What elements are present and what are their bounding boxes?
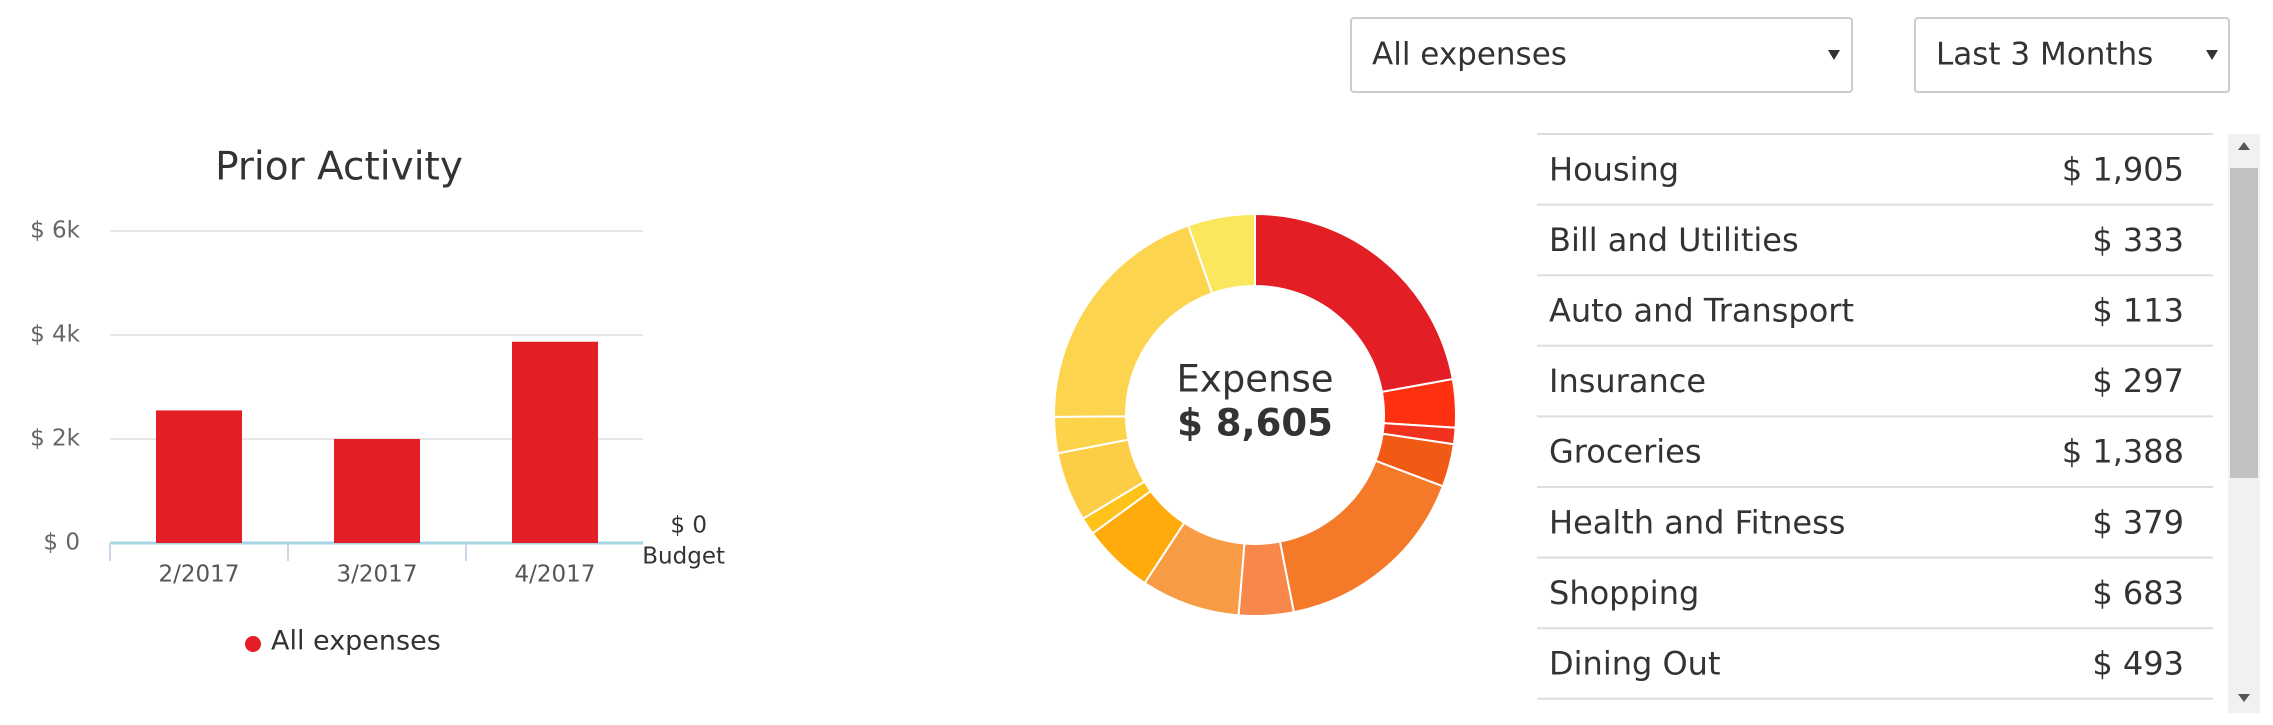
donut-center-label: Expense (1176, 358, 1333, 401)
x-tick-label: 4/2017 (515, 562, 596, 588)
legend-marker (245, 636, 261, 652)
chart-title: Prior Activity (215, 145, 463, 190)
row-value: $ 113 (2092, 292, 2184, 330)
row-value: $ 333 (2092, 221, 2184, 259)
donut-total: $ 8,605 (1177, 402, 1333, 445)
row-label: Health and Fitness (1549, 503, 1845, 541)
y-tick-label: $ 6k (30, 218, 81, 244)
dropdown-label: Last 3 Months (1936, 37, 2153, 73)
row-value: $ 1,905 (2062, 150, 2184, 188)
row-label: Auto and Transport (1549, 292, 1854, 330)
row-label: Bill and Utilities (1549, 221, 1799, 259)
x-tick-label: 3/2017 (337, 562, 418, 588)
dropdown[interactable] (1914, 17, 2230, 93)
donut-segment (1186, 212, 1256, 295)
row-value: $ 379 (2092, 503, 2184, 541)
donut-segment (1278, 459, 1445, 614)
row-label: Dining Out (1549, 645, 1720, 683)
y-tick-label: $ 2k (30, 426, 81, 452)
donut-segment (1053, 224, 1214, 418)
bar (334, 439, 420, 543)
bar (156, 410, 242, 543)
row-value: $ 683 (2092, 574, 2184, 612)
budget-value: $ 0 (670, 513, 707, 539)
y-tick-label: $ 0 (43, 530, 80, 556)
row-value: $ 493 (2092, 645, 2184, 683)
row-label: Shopping (1549, 574, 1699, 612)
scrollbar-thumb[interactable] (2230, 168, 2258, 478)
y-tick-label: $ 4k (30, 322, 81, 348)
row-label: Housing (1549, 150, 1679, 188)
row-value: $ 1,388 (2062, 433, 2184, 471)
dropdown-arrow (1828, 50, 1840, 60)
dropdown-arrow (2206, 50, 2218, 60)
scroll-down[interactable] (2238, 694, 2250, 702)
dropdown-label: All expenses (1372, 37, 1567, 73)
budget-label: Budget (642, 544, 725, 570)
bar (512, 341, 598, 543)
x-tick-label: 2/2017 (159, 562, 240, 588)
dropdown[interactable] (1350, 17, 1853, 93)
row-label: Insurance (1549, 362, 1706, 400)
scroll-up[interactable] (2238, 142, 2250, 150)
legend-label: All expenses (271, 626, 441, 657)
row-label: Groceries (1549, 433, 1702, 471)
row-value: $ 297 (2092, 362, 2184, 400)
donut-segment (1254, 212, 1454, 394)
